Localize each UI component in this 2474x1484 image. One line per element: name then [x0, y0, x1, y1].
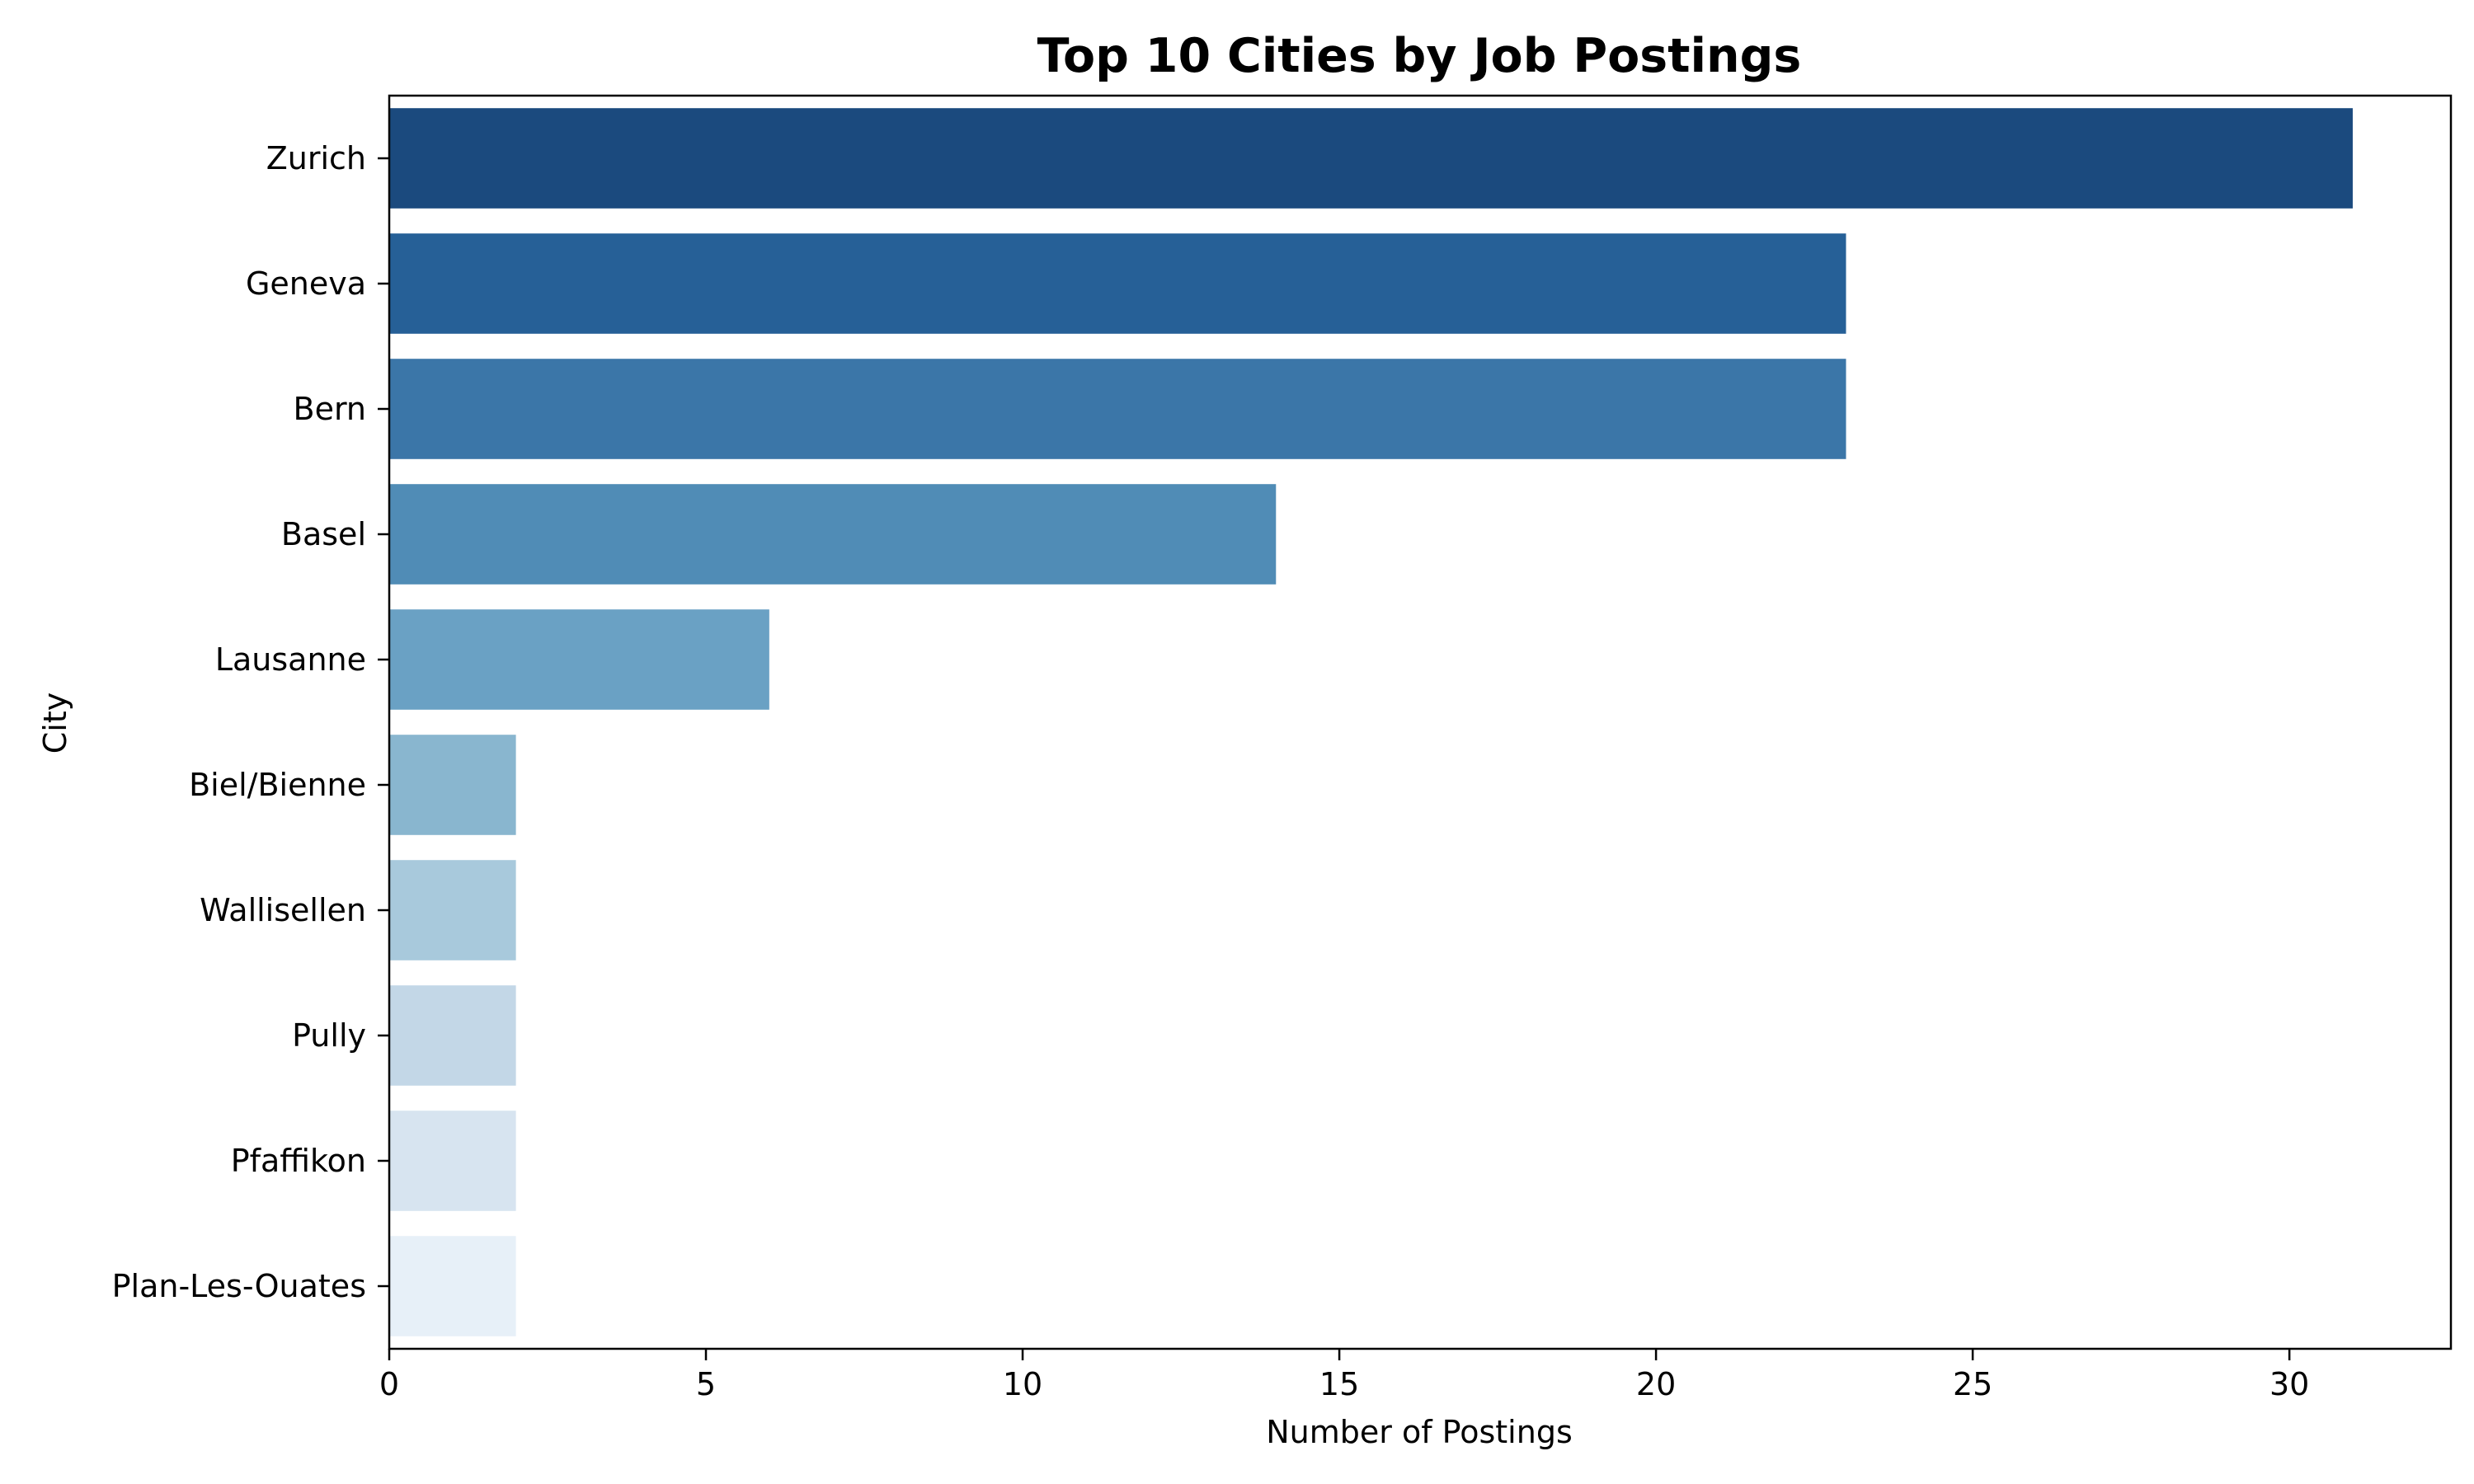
- y-tick-label: Pfaffikon: [231, 1143, 366, 1179]
- y-tick-label: Lausanne: [215, 641, 366, 678]
- bar-lausanne: [389, 609, 769, 710]
- x-tick-label: 30: [2269, 1366, 2309, 1402]
- y-axis-label: City: [37, 693, 73, 754]
- plot-frame: [388, 94, 2453, 1350]
- y-tick-label: Plan-Les-Ouates: [112, 1268, 366, 1304]
- bar-pfaffikon: [389, 1111, 516, 1211]
- bar-basel: [389, 484, 1277, 585]
- x-tick-label: 15: [1319, 1366, 1359, 1402]
- x-tick-label: 5: [696, 1366, 716, 1402]
- y-tick-label: Bern: [294, 391, 367, 427]
- y-tick-label: Pully: [292, 1017, 366, 1054]
- y-tick-label: Geneva: [246, 265, 366, 302]
- bar-bern: [389, 359, 1846, 459]
- x-axis-label: Number of Postings: [1266, 1414, 1573, 1450]
- bars-group: [389, 108, 2353, 1336]
- y-tick-label: Basel: [281, 516, 366, 552]
- chart-title: Top 10 Cities by Job Postings: [1037, 29, 1802, 83]
- y-tick-label: Zurich: [266, 140, 366, 176]
- bar-biel-bienne: [389, 735, 516, 835]
- bar-wallisellen: [389, 860, 516, 960]
- y-tick-label: Wallisellen: [200, 892, 366, 928]
- x-axis-ticks: 0 5 10 15 20 25 30: [379, 1349, 2309, 1402]
- bar-pully: [389, 985, 516, 1086]
- x-tick-label: 0: [379, 1366, 399, 1402]
- bar-plan-les-ouates: [389, 1236, 516, 1336]
- y-axis-ticks: Zurich Geneva Bern Basel Lausanne Biel/Bienne…: [112, 140, 389, 1304]
- y-tick-label: Biel/Bienne: [189, 767, 366, 803]
- bar-geneva: [389, 233, 1846, 334]
- bar-zurich: [389, 108, 2353, 209]
- x-tick-label: 20: [1636, 1366, 1676, 1402]
- x-tick-label: 10: [1003, 1366, 1042, 1402]
- x-tick-label: 25: [1953, 1366, 1992, 1402]
